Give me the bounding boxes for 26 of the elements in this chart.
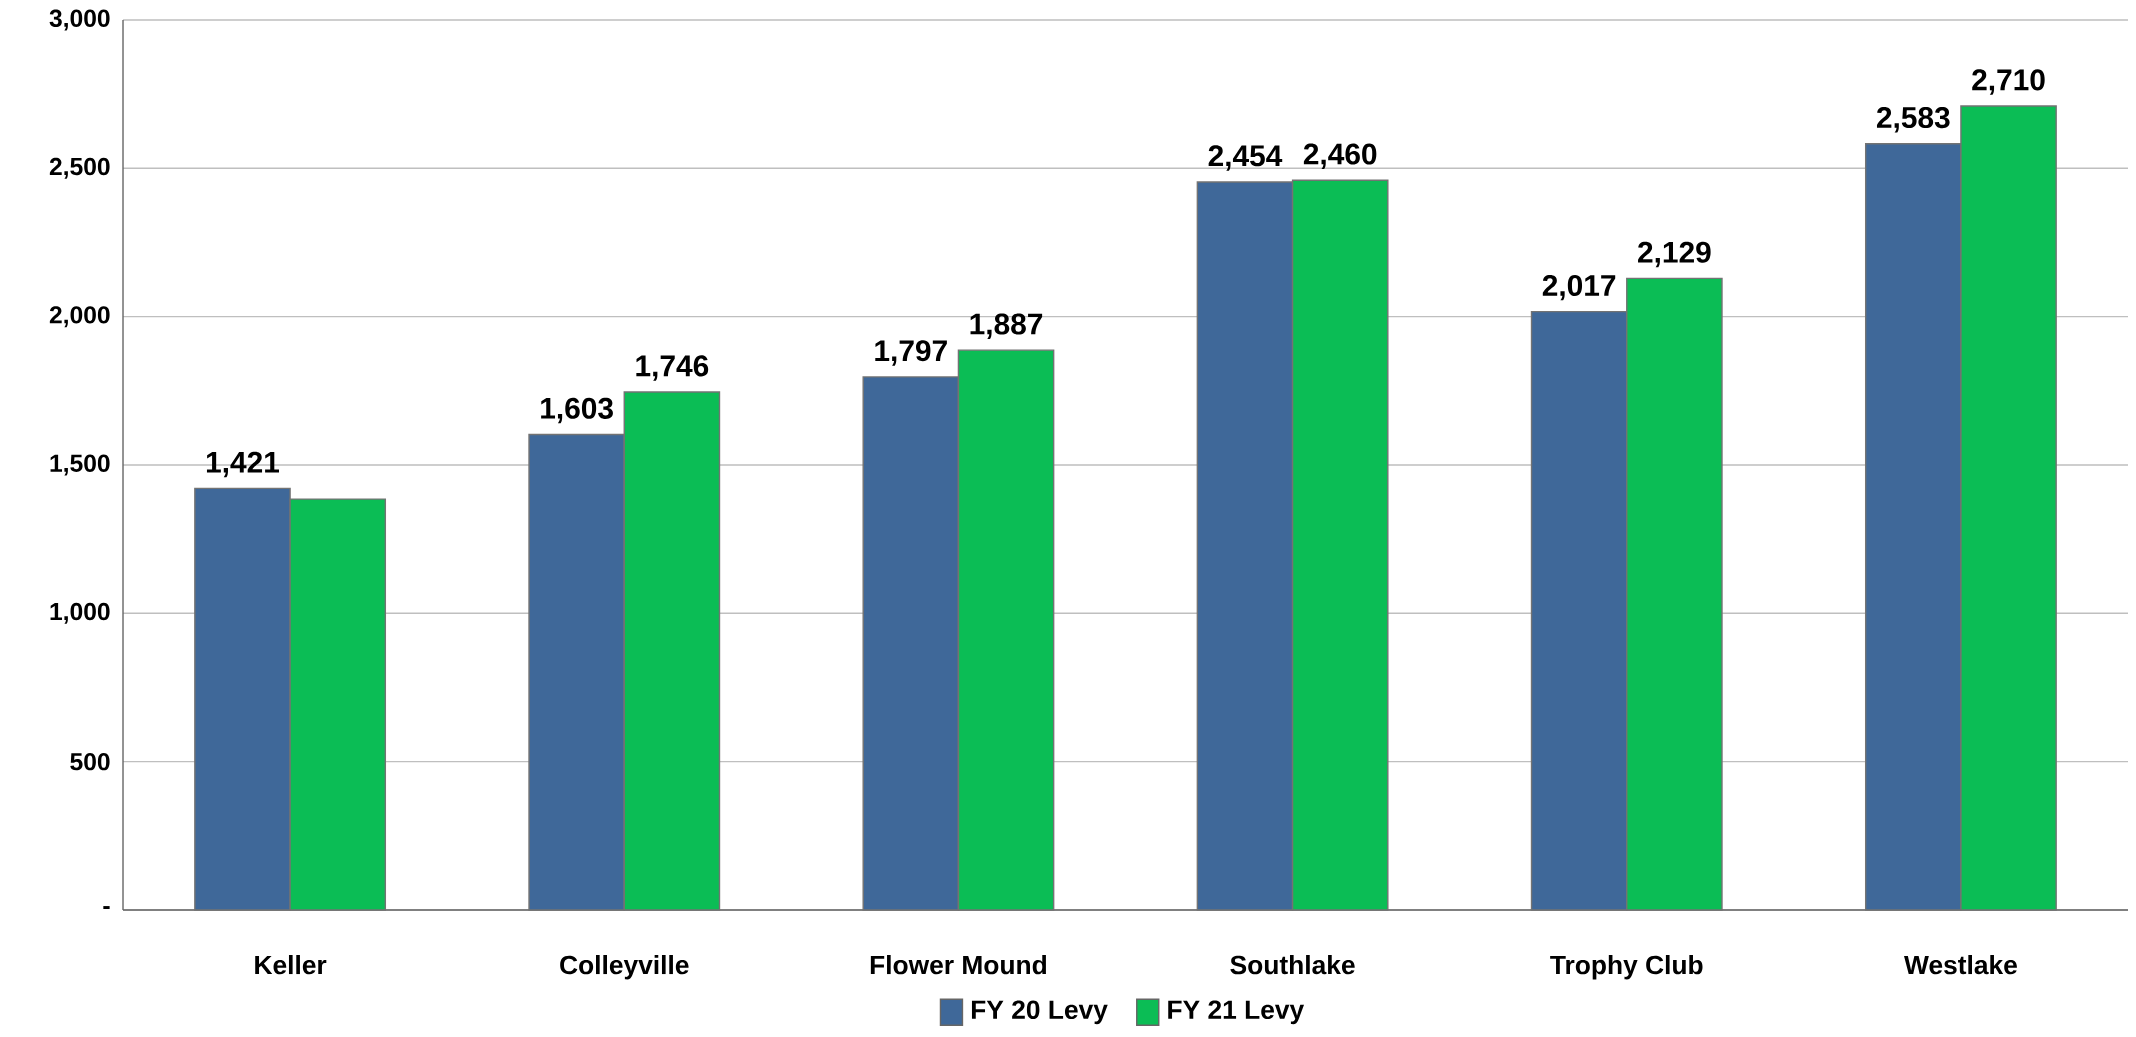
y-tick-label: - bbox=[103, 906, 110, 909]
x-tick-label: Colleyville bbox=[560, 955, 689, 980]
x-tick-label: Westlake bbox=[1904, 955, 2017, 975]
y-tick-label: 2,000 bbox=[49, 306, 110, 328]
data-label: 2,017 bbox=[1542, 274, 1616, 301]
data-label: 1,421 bbox=[206, 451, 279, 478]
data-label: 2,710 bbox=[1972, 69, 2045, 95]
data-label: 2,460 bbox=[1303, 143, 1377, 169]
legend-label: FY 21 Levy bbox=[1168, 1000, 1305, 1025]
data-label: 1,797 bbox=[875, 340, 947, 366]
x-tick-label: Keller bbox=[255, 955, 327, 975]
data-label: 2,583 bbox=[1876, 106, 1950, 133]
x-tick-label: Southlake bbox=[1230, 955, 1355, 975]
y-tick-label: 500 bbox=[70, 752, 110, 771]
data-label: 1,603 bbox=[541, 397, 613, 424]
data-label: 1,746 bbox=[636, 355, 709, 381]
y-tick-label: 1,500 bbox=[50, 454, 110, 476]
y-tick-label: 1,000 bbox=[50, 602, 110, 624]
legend-label: FY 20 Levy bbox=[971, 1000, 1108, 1025]
data-label: 1,887 bbox=[970, 313, 1043, 339]
y-tick-label: 3,000 bbox=[49, 9, 110, 31]
data-label: 2,454 bbox=[1208, 145, 1283, 171]
y-tick-label: 2,500 bbox=[49, 157, 110, 179]
x-tick-label: Trophy Club bbox=[1550, 955, 1703, 980]
data-label: 2,129 bbox=[1638, 241, 1711, 268]
x-tick-label: Flower Mound bbox=[870, 955, 1046, 975]
